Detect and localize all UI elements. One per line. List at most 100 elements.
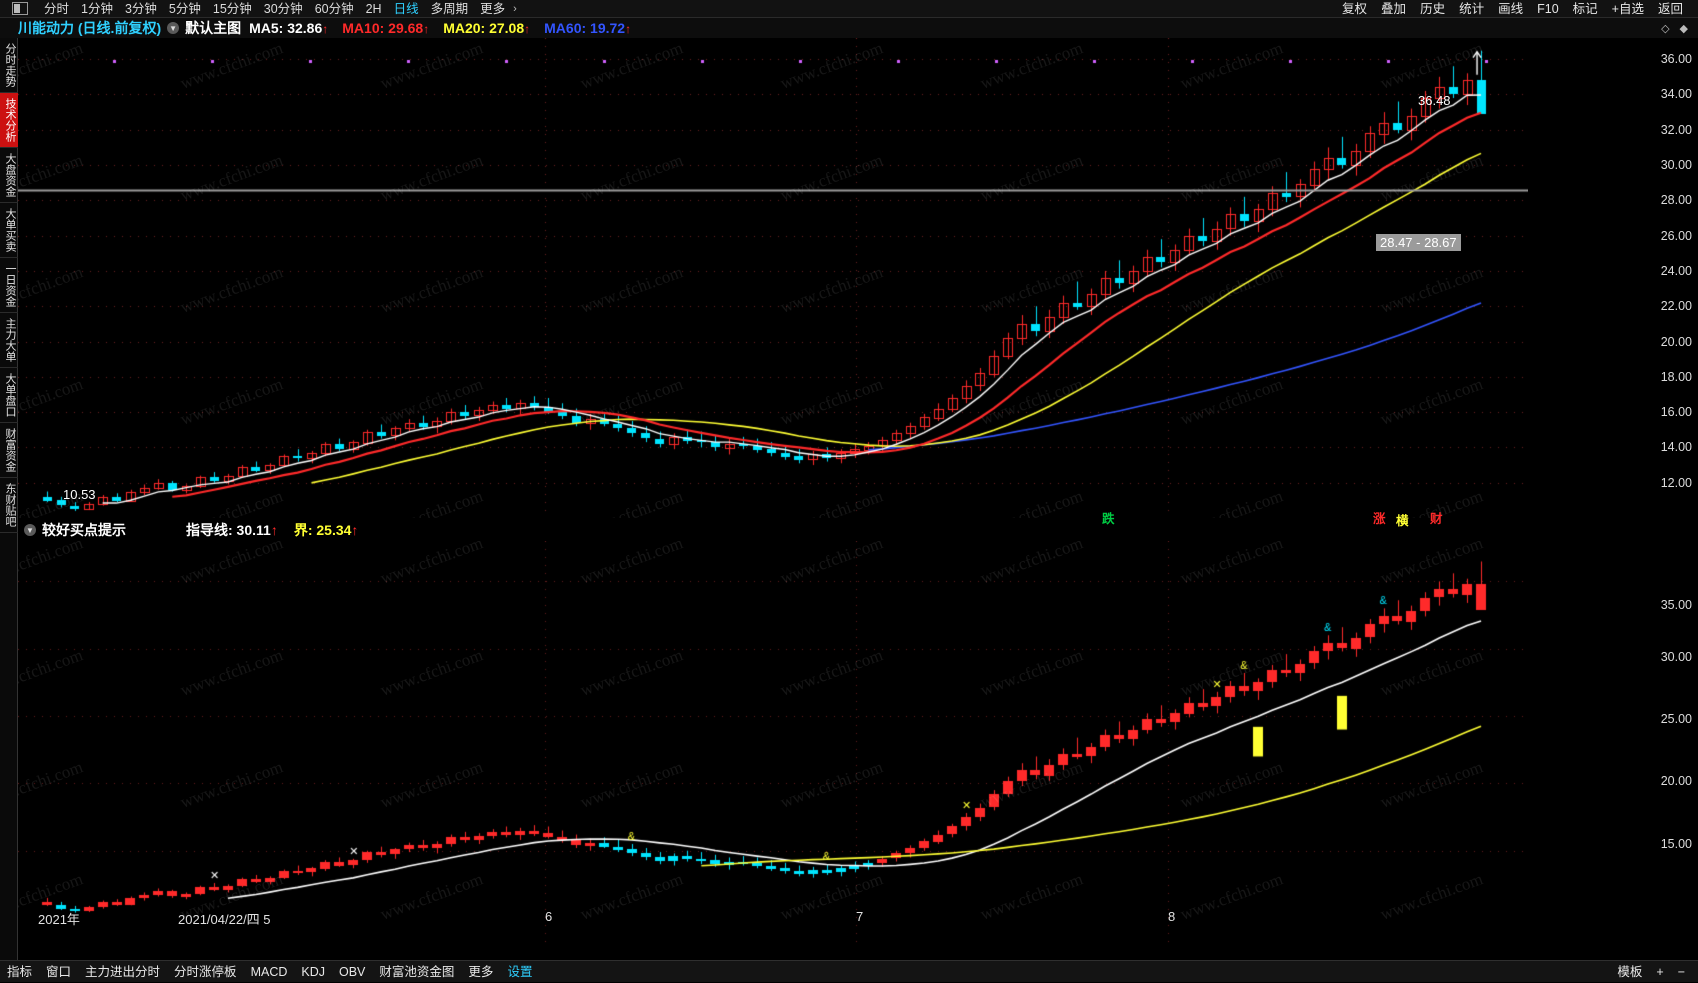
sub-axis-tick-4: 15.00: [1660, 837, 1692, 851]
sub-indicator-0: 指导线: 30.11↑: [186, 522, 278, 538]
date-tick-0: 2021年: [38, 912, 80, 927]
sub-indicator-arrow-1: ↑: [351, 522, 359, 538]
sidebar-item-0[interactable]: 分时走势: [0, 38, 18, 93]
chevron-right-icon[interactable]: ›: [513, 2, 517, 15]
sidebar-item-3[interactable]: 大单买卖: [0, 203, 18, 258]
period-2[interactable]: 3分钟: [124, 1, 157, 16]
bottom-tool-7[interactable]: 财富池资金图: [379, 964, 455, 979]
top-tool-0[interactable]: 复权: [1342, 1, 1368, 16]
sidebar-item-2[interactable]: 大盘资金: [0, 148, 18, 203]
ma-arrow-0: ↑: [322, 22, 329, 36]
sidebar-item-4[interactable]: 一日资金: [0, 258, 18, 313]
indicator-canvas[interactable]: [18, 541, 1528, 945]
period-6[interactable]: 60分钟: [314, 1, 354, 16]
top-tool-4[interactable]: 画线: [1498, 1, 1524, 16]
bottom-tool-5[interactable]: KDJ: [301, 964, 325, 979]
top-tool-6[interactable]: 标记: [1572, 1, 1598, 16]
bottom-right-toolbar: 模板 + −: [1610, 961, 1698, 983]
bottom-right-tool-2[interactable]: −: [1677, 964, 1685, 979]
left-sidebar: 分时走势 技术分析 大盘资金 大单买卖 一日资金 主力大单 大单盘口 财富资金 东财贴吧: [0, 38, 18, 982]
sidebar-item-5[interactable]: 主力大单: [0, 313, 18, 368]
period-4[interactable]: 15分钟: [212, 1, 252, 16]
price-band-callout: 28.47 - 28.67: [1376, 234, 1461, 251]
main-chart-title: 默认主图: [185, 20, 242, 36]
date-tick-3: 7: [856, 909, 864, 924]
price-tick-0: 36.00: [1660, 52, 1692, 67]
sub-chart-header: ▼ 较好买点提示 指导线: 30.11↑ 界: 25.34↑: [18, 519, 1528, 541]
price-tick-2: 32.00: [1660, 122, 1692, 137]
sub-indicator-arrow-0: ↑: [270, 522, 278, 538]
ma-arrow-3: ↑: [625, 22, 632, 36]
sidebar-item-7[interactable]: 财富资金: [0, 423, 18, 478]
buy-point-indicator-chart[interactable]: www.cfchi.comwww.cfchi.comwww.cfchi.comw…: [18, 541, 1528, 945]
top-tool-8[interactable]: 返回: [1657, 1, 1683, 16]
ma-label-1: MA10: 29.68↑: [342, 20, 430, 36]
chart-mark-0: 跌: [1102, 512, 1115, 526]
bottom-tool-4[interactable]: MACD: [250, 964, 288, 979]
bottom-tool-8[interactable]: 更多: [468, 964, 494, 979]
bottom-tool-2[interactable]: 主力进出分时: [85, 964, 161, 979]
ma-label-3: MA60: 19.72↑: [544, 20, 632, 36]
sub-axis-tick-3: 20.00: [1660, 774, 1692, 788]
high-price-callout: 36.48: [1418, 93, 1451, 108]
date-axis: 2021年 2021/04/22/四 5 6 7 8: [18, 907, 1528, 927]
sub-chart-toggle-icon[interactable]: ▼: [24, 524, 36, 536]
date-tick-4: 8: [1168, 909, 1176, 924]
ma-label-2: MA20: 27.08↑: [443, 20, 531, 36]
top-tool-3[interactable]: 统计: [1459, 1, 1485, 16]
price-tick-4: 28.00: [1660, 193, 1692, 208]
price-tick-7: 22.00: [1660, 299, 1692, 314]
stock-name-label[interactable]: 川能动力 (日线.前复权): [18, 20, 162, 36]
sub-indicator-1: 界: 25.34↑: [293, 522, 359, 538]
period-7[interactable]: 2H: [365, 1, 382, 16]
infobar-right-marks: ◇ ◆: [1661, 22, 1698, 35]
chevron-down-icon[interactable]: ▼: [167, 22, 180, 34]
ma-arrow-1: ↑: [423, 22, 430, 36]
price-tick-11: 14.00: [1660, 440, 1692, 455]
panel-toggle-icon[interactable]: [12, 2, 28, 15]
bottom-tool-3[interactable]: 分时涨停板: [174, 964, 237, 979]
price-tick-6: 24.00: [1660, 263, 1692, 278]
bottom-tool-0[interactable]: 指标: [7, 964, 33, 979]
period-9[interactable]: 多周期: [430, 1, 469, 16]
top-tool-1[interactable]: 叠加: [1381, 1, 1407, 16]
bottom-tool-6[interactable]: OBV: [339, 964, 366, 979]
top-tool-2[interactable]: 历史: [1420, 1, 1446, 16]
bottom-tool-9[interactable]: 设置: [507, 964, 533, 979]
top-tool-7[interactable]: +自选: [1611, 1, 1644, 16]
top-right-toolbar: 复权 叠加 历史 统计 画线 F10 标记 +自选 返回: [1335, 0, 1698, 18]
top-tool-5[interactable]: F10: [1537, 1, 1559, 16]
price-tick-10: 16.00: [1660, 405, 1692, 420]
period-10[interactable]: 更多: [480, 1, 506, 16]
ma-arrow-2: ↑: [524, 22, 531, 36]
ma-label-0: MA5: 32.86↑: [249, 20, 329, 36]
date-tick-2: 6: [545, 909, 553, 924]
sub-chart-title: 较好买点提示: [42, 522, 126, 538]
low-price-label: 10.53: [63, 487, 96, 502]
bottom-toolbar: 指标 窗口 主力进出分时 分时涨停板 MACD KDJ OBV 财富池资金图 更多 设置 模板 + −: [0, 960, 1698, 982]
candlestick-canvas[interactable]: [18, 38, 1528, 518]
diamond-outline-icon[interactable]: ◇: [1661, 22, 1670, 35]
sub-chart-axis: 35.00 30.00 25.00 20.00 15.00: [1528, 541, 1698, 945]
period-1[interactable]: 1分钟: [81, 1, 113, 16]
bottom-right-tool-1[interactable]: +: [1656, 964, 1664, 979]
price-tick-12: 12.00: [1660, 475, 1692, 490]
main-price-chart[interactable]: www.cfchi.comwww.cfchi.comwww.cfchi.comw…: [18, 38, 1528, 528]
chart-mark-1: 涨: [1373, 512, 1386, 526]
period-3[interactable]: 5分钟: [168, 1, 201, 16]
bottom-right-tool-0[interactable]: 模板: [1617, 964, 1643, 979]
period-8[interactable]: 日线: [393, 1, 419, 16]
period-toolbar: 分时 1分钟 3分钟 5分钟 15分钟 30分钟 60分钟 2H 日线 多周期 更多 › 复权 叠加历…: [0, 0, 1698, 18]
period-0[interactable]: 分时: [44, 1, 70, 16]
sub-axis-tick-0: 35.00: [1660, 598, 1692, 612]
sidebar-item-1[interactable]: 技术分析: [0, 93, 18, 148]
price-tick-5: 26.00: [1660, 228, 1692, 243]
sidebar-item-8[interactable]: 东财贴吧: [0, 478, 18, 533]
price-tick-9: 18.00: [1660, 369, 1692, 384]
chart-mark-2: 横: [1396, 514, 1409, 528]
price-tick-8: 20.00: [1660, 334, 1692, 349]
sidebar-item-6[interactable]: 大单盘口: [0, 368, 18, 423]
bottom-tool-1[interactable]: 窗口: [46, 964, 72, 979]
diamond-filled-icon[interactable]: ◆: [1679, 22, 1688, 35]
period-5[interactable]: 30分钟: [263, 1, 303, 16]
